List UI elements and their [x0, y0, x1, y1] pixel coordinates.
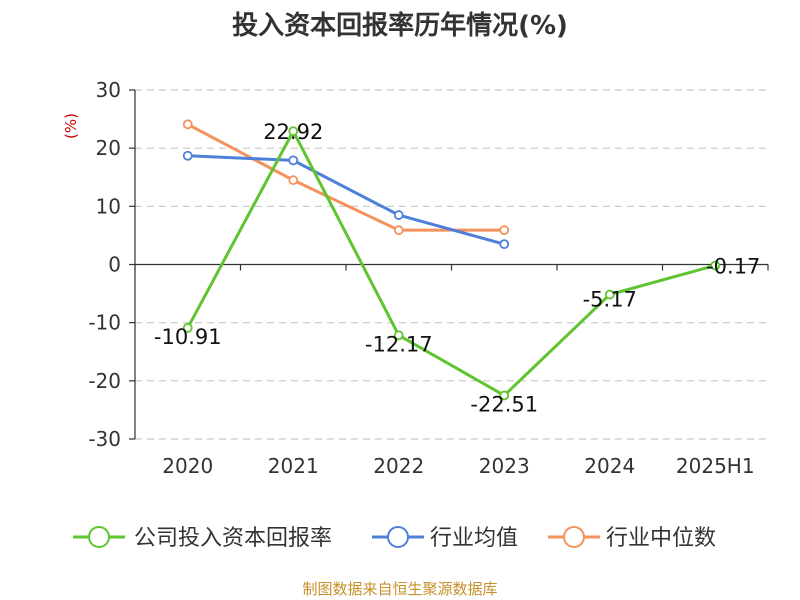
series-line	[187, 154, 505, 246]
data-point	[499, 239, 510, 250]
x-tick-label: 2020	[162, 454, 213, 478]
x-tick-label: 2023	[479, 454, 530, 478]
data-point	[288, 155, 299, 166]
chart-title: 投入资本回报率历年情况(%)	[232, 10, 568, 41]
data-point	[393, 225, 404, 236]
data-label: 22.92	[263, 120, 323, 144]
y-tick-label: 0	[108, 253, 121, 277]
y-tick-label: 30	[96, 78, 121, 102]
series-line	[187, 122, 505, 232]
data-point	[288, 126, 299, 137]
data-label: -0.17	[706, 254, 760, 278]
y-axis-label: (%)	[62, 113, 80, 139]
data-point	[604, 289, 615, 300]
legend-label: 行业均值	[430, 526, 518, 551]
data-point	[182, 323, 193, 333]
y-tick-label: -30	[88, 427, 121, 451]
data-point	[288, 175, 299, 186]
data-labels: -10.91 22.92 -12.17 -22.51 -5.17 -0.17	[154, 120, 761, 416]
y-tick-label: 10	[96, 194, 121, 218]
y-tick-label: 20	[96, 136, 121, 160]
y-tick-label: -10	[88, 311, 121, 335]
data-label: -12.17	[365, 332, 433, 356]
legend-label: 公司投入资本回报率	[134, 526, 332, 551]
data-label: -22.51	[470, 392, 538, 416]
legend-marker	[387, 526, 409, 548]
data-point	[499, 225, 510, 236]
x-tick-label: 2025H1	[676, 454, 755, 478]
data-point	[182, 150, 193, 161]
x-tick-label: 2024	[584, 454, 635, 478]
x-tick-label: 2021	[268, 454, 319, 478]
legend-marker	[88, 526, 110, 548]
data-point	[710, 260, 721, 271]
legend-label: 行业中位数	[606, 526, 716, 551]
data-label: -10.91	[154, 325, 222, 349]
legend: 公司投入资本回报率 行业均值 行业中位数	[73, 526, 716, 551]
y-tick-label: -20	[88, 369, 121, 393]
axes: 30 20 10 0 -10 -20 -30 2020 2021 2022 2023 2024 2025…	[88, 78, 769, 478]
data-point	[499, 390, 510, 401]
grid-lines	[135, 89, 768, 440]
data-point	[182, 119, 193, 130]
data-source-note: 制图数据来自恒生聚源数据库	[302, 580, 497, 598]
x-tick-label: 2022	[373, 454, 424, 478]
data-label: -5.17	[583, 288, 637, 312]
series-line	[186, 129, 716, 397]
series-lines	[182, 119, 721, 401]
data-point	[393, 210, 404, 220]
data-point	[393, 330, 404, 341]
legend-marker	[563, 526, 585, 548]
